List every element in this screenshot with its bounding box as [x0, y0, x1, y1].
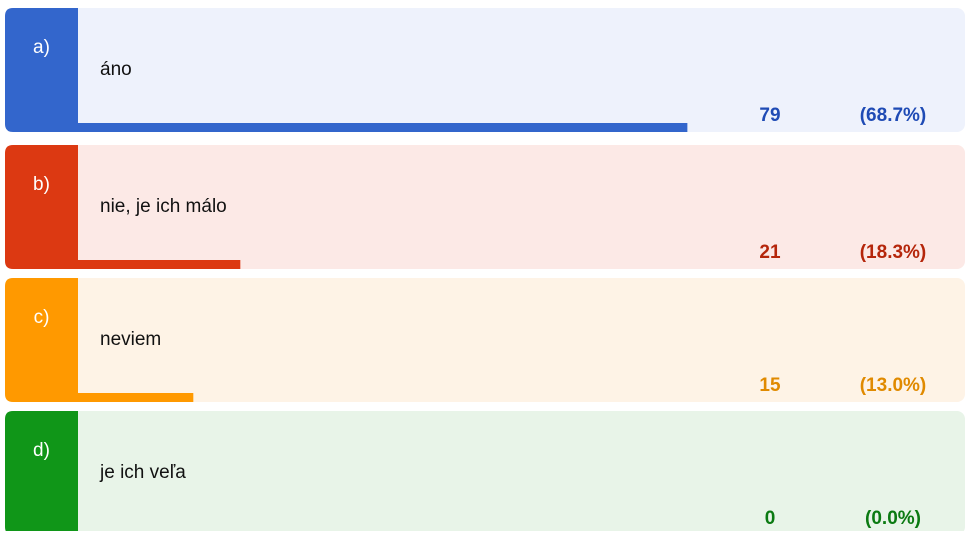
option-row: d) je ich veľa 0 (0.0%) [5, 411, 965, 535]
option-label: neviem [100, 329, 161, 350]
row-background [5, 145, 965, 269]
option-row: a) áno 79 (68.7%) [5, 8, 965, 132]
option-row: b) nie, je ich málo 21 (18.3%) [5, 145, 965, 269]
vote-percent: (18.3%) [860, 242, 927, 263]
row-background [5, 8, 965, 132]
option-label: je ich veľa [99, 462, 186, 483]
vote-count: 0 [765, 508, 776, 529]
result-bar [78, 123, 688, 132]
row-background [5, 278, 965, 402]
option-letter: d) [33, 440, 50, 461]
result-bar [78, 260, 241, 269]
result-bar [78, 393, 194, 402]
vote-count: 79 [759, 105, 780, 126]
letter-tab [5, 8, 78, 132]
option-letter: a) [33, 37, 50, 58]
letter-tab [5, 145, 78, 269]
option-row: c) neviem 15 (13.0%) [5, 278, 965, 402]
vote-count: 21 [759, 242, 781, 263]
option-letter: b) [33, 174, 50, 195]
option-label: nie, je ich málo [100, 196, 227, 217]
vote-count: 15 [759, 375, 781, 396]
vote-percent: (13.0%) [860, 375, 927, 396]
vote-percent: (68.7%) [860, 105, 927, 126]
vote-percent: (0.0%) [865, 508, 921, 529]
letter-tab [5, 411, 78, 535]
option-letter: c) [34, 307, 50, 328]
row-background [5, 411, 965, 535]
letter-tab [5, 278, 78, 402]
option-label: áno [100, 59, 132, 80]
